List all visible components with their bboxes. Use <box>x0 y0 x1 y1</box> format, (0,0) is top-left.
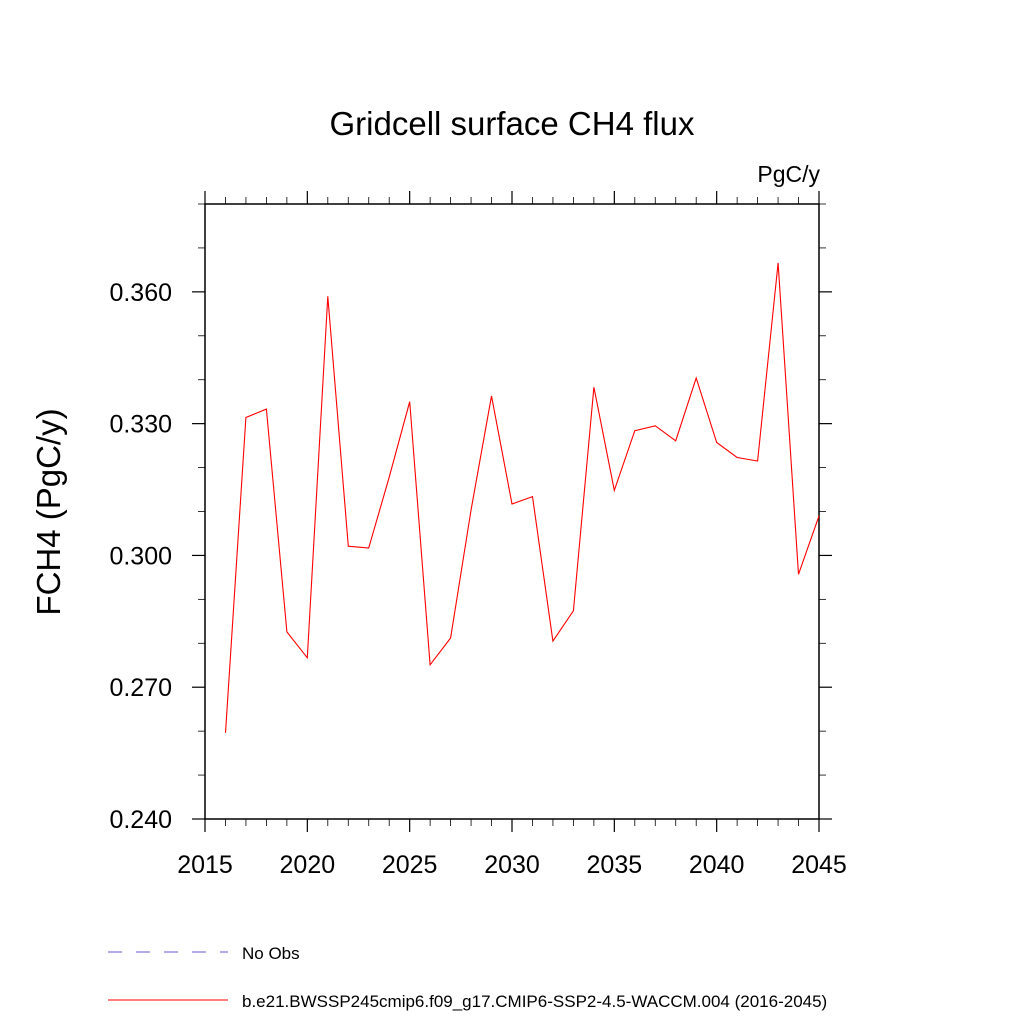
x-tick-label: 2025 <box>382 851 438 879</box>
plot-frame <box>204 203 820 820</box>
y-tick-label: 0.300 <box>109 542 172 570</box>
y-tick-label: 0.360 <box>109 279 172 307</box>
legend: No Obs b.e21.BWSSP245cmip6.f09_g17.CMIP6-… <box>108 944 827 1011</box>
axis-ticks <box>192 191 832 832</box>
legend-label: No Obs <box>242 944 300 963</box>
x-tick-label: 2020 <box>280 851 336 879</box>
y-tick-label: 0.240 <box>109 806 172 834</box>
x-tick-label: 2035 <box>587 851 643 879</box>
y-tick-label: 0.330 <box>109 411 172 439</box>
x-tick-label: 2015 <box>177 851 233 879</box>
x-tick-label: 2045 <box>791 851 847 879</box>
legend-label: b.e21.BWSSP245cmip6.f09_g17.CMIP6-SSP2-4… <box>242 992 827 1011</box>
x-tick-label: 2030 <box>484 851 540 879</box>
y-tick-label: 0.270 <box>109 674 172 702</box>
x-tick-label: 2040 <box>689 851 745 879</box>
axis-tick-labels: 2015 2020 2025 2030 2035 2040 2045 0.240 0.270 0.… <box>109 279 846 879</box>
series-line <box>224 262 820 733</box>
y-axis-label: FCH4 (PgC/y) <box>30 408 67 615</box>
chart-title: Gridcell surface CH4 flux <box>330 105 695 142</box>
series-layer <box>224 262 820 733</box>
units-label: PgC/y <box>757 161 820 187</box>
